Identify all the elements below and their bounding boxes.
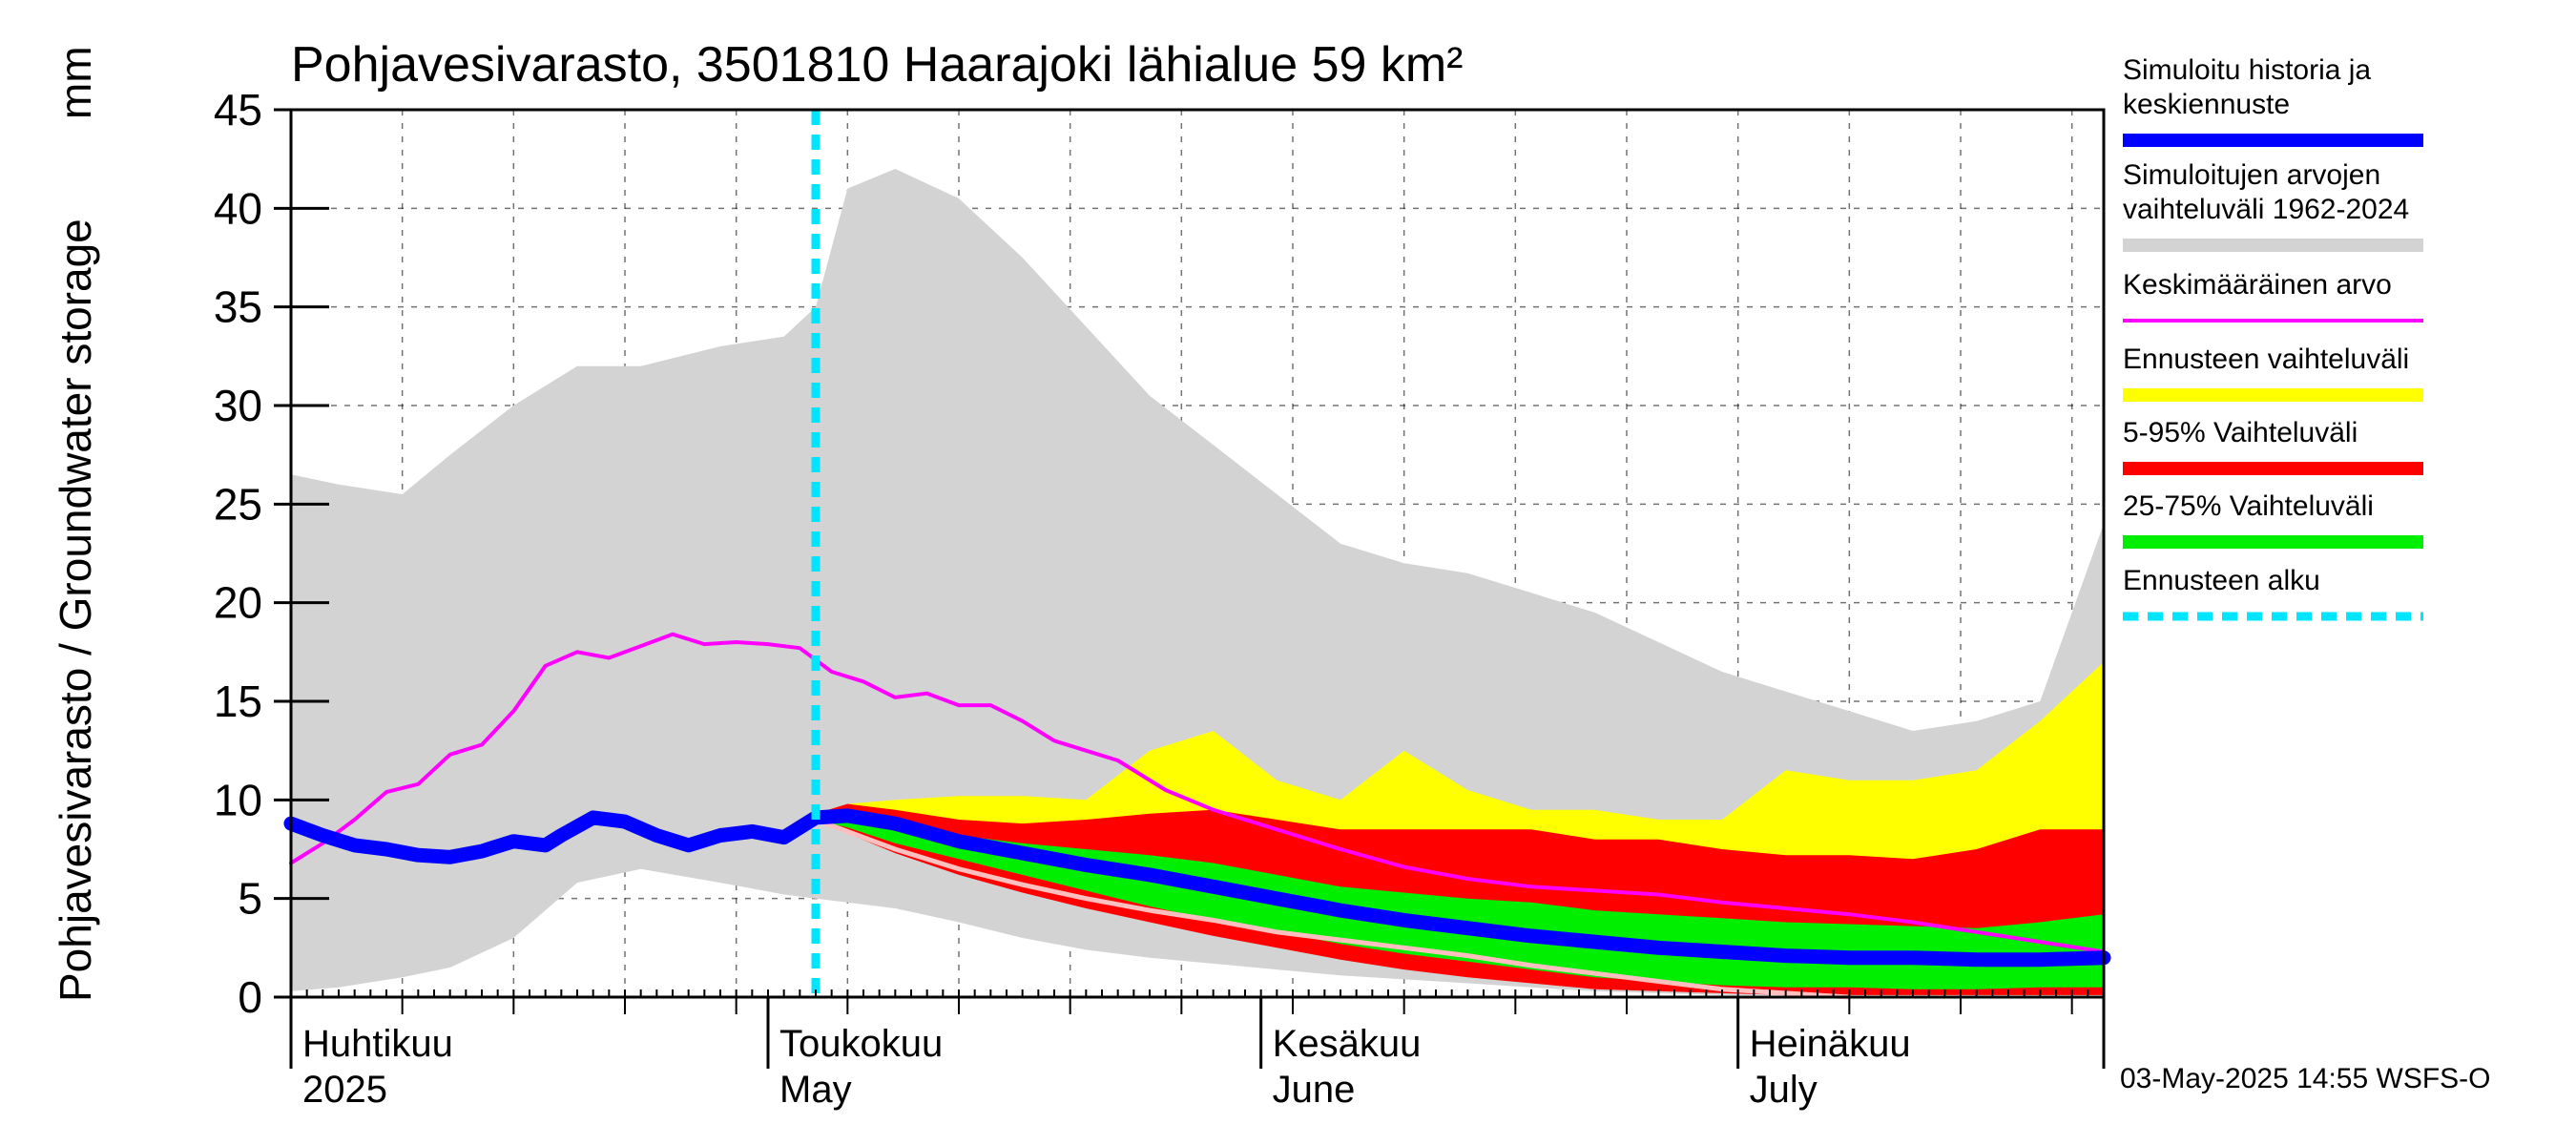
y-axis-unit: mm — [51, 46, 100, 119]
y-tick-label: 10 — [214, 775, 262, 824]
x-month-label-en: June — [1273, 1069, 1356, 1111]
x-month-label-en: 2025 — [302, 1069, 387, 1111]
y-axis: 0 5 10 15 20 25 30 35 40 45 — [214, 85, 329, 1022]
low-scenario-line — [813, 817, 1852, 1000]
data-lines — [283, 110, 2111, 1000]
x-month-label-fi: Heinäkuu — [1750, 1023, 1911, 1065]
y-tick-label: 30 — [214, 381, 262, 430]
data-bands — [291, 169, 2104, 995]
y-tick-label: 20 — [214, 578, 262, 628]
y-axis-label: Pohjavesivarasto / Groundwater storage — [51, 219, 100, 1002]
x-month-label-en: May — [779, 1069, 852, 1111]
legend-label-3: Ennusteen vaihteluväli — [2123, 344, 2409, 375]
legend-label-6: Ennusteen alku — [2123, 565, 2320, 596]
x-month-label-fi: Toukokuu — [779, 1023, 943, 1065]
y-tick-label: 45 — [214, 85, 262, 135]
y-tick-label: 25 — [214, 479, 262, 529]
y-tick-label: 0 — [238, 972, 262, 1022]
legend-label-5: 25-75% Vaihteluväli — [2123, 490, 2374, 522]
legend-label-2: Keskimääräinen arvo — [2123, 269, 2392, 301]
chart-title: Pohjavesivarasto, 3501810 Haarajoki lähi… — [291, 37, 1464, 93]
y-tick-label: 5 — [238, 874, 262, 924]
legend-label-1: Simuloitujen arvojen vaihteluväli 1962-20… — [2123, 159, 2409, 225]
x-month-label-fi: Huhtikuu — [302, 1023, 453, 1065]
history-range-band — [291, 169, 2104, 995]
legend-label-4: 5-95% Vaihteluväli — [2123, 417, 2358, 448]
mean-value-line — [289, 632, 2106, 954]
x-month-label-fi: Kesäkuu — [1273, 1023, 1422, 1065]
y-tick-label: 40 — [214, 183, 262, 233]
legend: Simuloitu historia ja keskiennuste Simuloi… — [2123, 54, 2423, 621]
y-tick-label: 15 — [214, 677, 262, 726]
footer-timestamp: 03-May-2025 14:55 WSFS-O — [2120, 1063, 2491, 1094]
y-tick-label: 35 — [214, 282, 262, 332]
legend-label-0: Simuloitu historia ja keskiennuste — [2123, 54, 2371, 120]
x-month-label-en: July — [1750, 1069, 1818, 1111]
median-forecast-line — [283, 808, 2111, 968]
p25-75-band — [816, 809, 2104, 989]
